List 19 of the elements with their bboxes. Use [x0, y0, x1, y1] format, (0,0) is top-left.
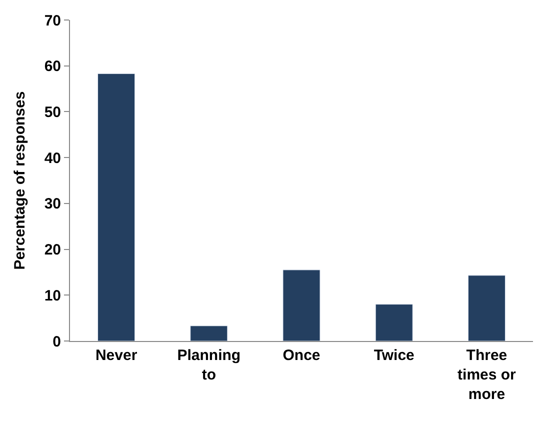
y-axis-title: Percentage of responses: [12, 91, 29, 270]
y-tick-label: 40: [44, 150, 61, 167]
bar: [375, 304, 413, 341]
y-tick-label: 50: [44, 104, 61, 121]
y-tick-label: 30: [44, 196, 61, 213]
x-tick-label: Twice: [374, 347, 414, 364]
bar: [98, 73, 136, 341]
y-tick-label: 60: [44, 58, 61, 76]
x-tick-label: Never: [95, 347, 138, 364]
bar: [468, 275, 506, 341]
y-tick-label: 20: [44, 242, 61, 259]
x-tick-label: Planning to: [177, 347, 241, 384]
bar: [282, 270, 320, 341]
y-tick-label: 10: [44, 287, 61, 304]
y-tick-label: 70: [44, 12, 61, 30]
x-tick-label: Once: [282, 347, 320, 364]
y-tick-label: 0: [52, 333, 61, 350]
x-tick-label: Three times or more: [458, 347, 516, 403]
bar: [190, 326, 228, 341]
